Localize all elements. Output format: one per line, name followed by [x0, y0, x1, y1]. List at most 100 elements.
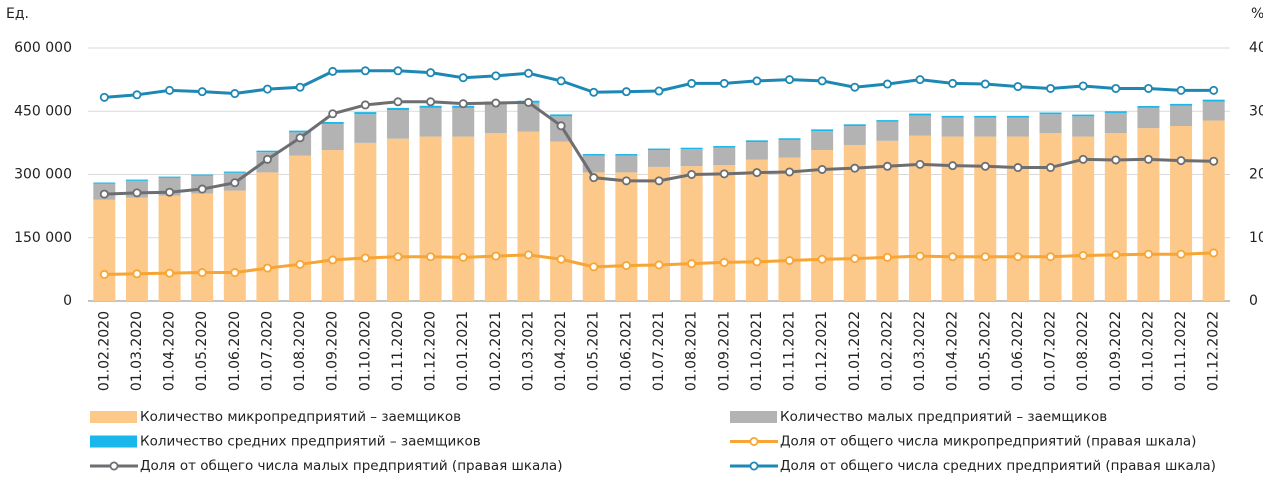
- line-marker: [882, 161, 892, 171]
- x-tick-label: 01.07.2020: [259, 311, 275, 391]
- bar-segment: [974, 115, 997, 118]
- x-tick-label: 01.11.2022: [1173, 311, 1189, 391]
- bar-segment: [289, 132, 312, 156]
- bar-segment: [517, 102, 540, 132]
- y-tick-label: 300 000: [14, 167, 72, 183]
- line-marker: [1111, 250, 1121, 260]
- legend-label: Доля от общего числа микропредприятий (п…: [780, 434, 1196, 450]
- bar-segment: [713, 147, 736, 166]
- line-marker: [948, 78, 958, 88]
- line-marker: [165, 268, 175, 278]
- line-marker: [1176, 85, 1186, 95]
- line-marker: [556, 76, 566, 86]
- bar-segment: [223, 171, 246, 173]
- line-marker: [785, 167, 795, 177]
- line-marker: [948, 252, 958, 262]
- x-tick-label: 01.10.2020: [357, 311, 373, 391]
- bar-segment: [1137, 128, 1160, 301]
- line-marker: [230, 178, 240, 188]
- line-marker: [360, 100, 370, 110]
- line-marker: [915, 75, 925, 85]
- line-marker: [523, 250, 533, 260]
- line-marker: [165, 187, 175, 197]
- bar-segment: [1202, 101, 1225, 121]
- line-marker: [850, 254, 860, 264]
- x-tick-label: 01.05.2021: [586, 311, 602, 391]
- x-tick-label: 01.06.2020: [227, 311, 243, 391]
- bar-segment: [745, 142, 768, 160]
- line-marker: [426, 68, 436, 78]
- line-marker: [687, 78, 697, 88]
- bar-segment: [517, 131, 540, 301]
- x-tick-label: 01.06.2022: [1010, 311, 1026, 391]
- x-tick-label: 01.01.2022: [847, 311, 863, 391]
- y-tick-label: 450 000: [14, 103, 72, 119]
- bar-segment: [289, 130, 312, 133]
- bar-segment: [778, 139, 801, 158]
- line-marker: [1046, 163, 1056, 173]
- x-tick-label: 01.09.2022: [1108, 311, 1124, 391]
- bar-segment: [941, 136, 964, 301]
- bar-segment: [1006, 115, 1029, 118]
- line-marker: [99, 92, 109, 102]
- bar-segment: [909, 135, 932, 301]
- bar-segment: [843, 124, 866, 127]
- bar-segment: [615, 172, 638, 301]
- line-marker: [817, 254, 827, 264]
- x-tick-label: 01.12.2020: [423, 311, 439, 391]
- line-marker: [132, 269, 142, 279]
- bar-segment: [386, 109, 409, 139]
- line-marker: [1111, 83, 1121, 93]
- bar-segment: [386, 107, 409, 110]
- bar-segment: [484, 103, 507, 134]
- x-tick-label: 01.03.2022: [912, 311, 928, 391]
- bar-segment: [680, 166, 703, 301]
- y-unit: Ед.: [6, 6, 29, 22]
- legend-marker: [749, 436, 759, 446]
- x-tick-label: 01.06.2021: [618, 311, 634, 391]
- line-marker: [99, 269, 109, 279]
- line-marker: [393, 66, 403, 76]
- line-marker: [295, 82, 305, 92]
- bar-segment: [452, 136, 475, 301]
- x-tick-label: 01.05.2022: [977, 311, 993, 391]
- x-tick-label: 01.09.2021: [716, 311, 732, 391]
- bar-segment: [223, 190, 246, 301]
- bar-segment: [158, 195, 181, 301]
- line-marker: [882, 79, 892, 89]
- legend-swatch: [730, 411, 777, 423]
- line-marker: [785, 75, 795, 85]
- bar-segment: [354, 114, 377, 143]
- line-marker: [230, 89, 240, 99]
- line-marker: [491, 71, 501, 81]
- line-marker: [1013, 252, 1023, 262]
- y-tick-label: 600 000: [14, 40, 72, 56]
- x-tick-label: 01.02.2022: [879, 311, 895, 391]
- line-marker: [230, 268, 240, 278]
- bar-segment: [452, 107, 475, 137]
- legend: Количество микропредприятий – заемщиков К…: [90, 409, 1216, 474]
- line-marker: [1111, 155, 1121, 165]
- line-marker: [980, 161, 990, 171]
- line-marker: [523, 97, 533, 107]
- y2-tick-label: 10: [1249, 230, 1263, 246]
- bar-segment: [876, 140, 899, 301]
- legend-swatch: [90, 411, 137, 423]
- bar-segment: [191, 174, 214, 176]
- bar-segment: [941, 115, 964, 118]
- bar-segment: [191, 193, 214, 301]
- bar-segment: [745, 159, 768, 301]
- line-marker: [262, 154, 272, 164]
- line-marker: [491, 98, 501, 108]
- line-marker: [785, 256, 795, 266]
- line-marker: [262, 263, 272, 273]
- x-tick-label: 01.03.2021: [520, 311, 536, 391]
- line-marker: [687, 259, 697, 269]
- line-marker: [719, 169, 729, 179]
- bar-segment: [321, 122, 344, 124]
- line-marker: [1176, 156, 1186, 166]
- legend-label: Количество малых предприятий – заемщиков: [780, 409, 1107, 425]
- bar-segment: [125, 197, 148, 301]
- x-tick-label: 01.04.2022: [945, 311, 961, 391]
